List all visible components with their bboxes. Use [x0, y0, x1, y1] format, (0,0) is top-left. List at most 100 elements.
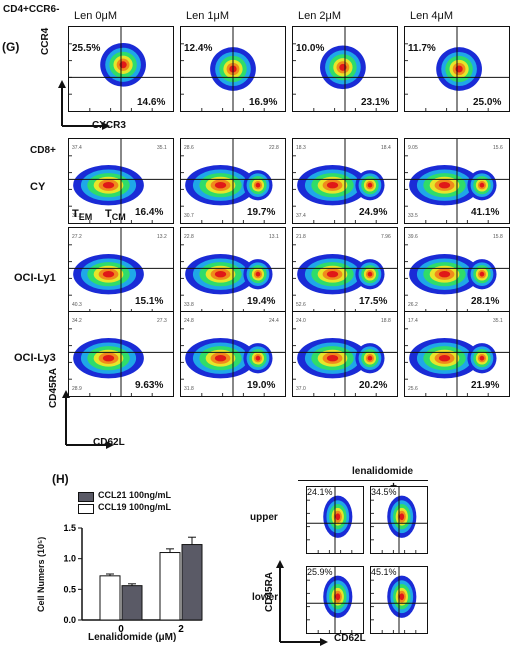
cell-numbers-bar-chart: 0.0 0.5 1.0 1.5 0 2 [63, 523, 203, 635]
corner-ur-0-2: 18.4 [381, 145, 391, 151]
corner-ur-1-3: 15.8 [493, 234, 503, 240]
cd8-flow-plot-1-0: 27.2 13.2 40.3 15.1% [68, 227, 174, 313]
ccr4-pct-3: 11.7% [408, 43, 436, 54]
bar-chart-xlabel: Lenalidomide (μM) [88, 632, 177, 643]
cd8-flow-plot-0-3: 9.05 15.6 33.5 41.1% [404, 138, 510, 224]
tem-label: TEM [72, 208, 93, 223]
lenalidomide-divider [298, 480, 428, 481]
cd8-flow-plot-2-3: 17.4 35.1 25.6 21.9% [404, 311, 510, 397]
h-flow-plot-1-0: 25.9% [306, 566, 364, 634]
cd8-pct-2-2: 20.2% [359, 380, 388, 391]
corner-ur-2-3: 35.1 [493, 318, 503, 324]
ccr4-cxcr3-axes [58, 80, 110, 130]
cd62l-axis-label: CD62L [93, 437, 125, 448]
cd8-pct-2-1: 19.0% [247, 380, 276, 391]
col-header-len2: Len 2μM [298, 10, 342, 22]
cxcr3-pct-2: 23.1% [361, 97, 390, 108]
cd4-flow-plot-1: 12.4% 16.9% [180, 26, 286, 112]
cd8-pct-0-3: 41.1% [471, 207, 500, 218]
cd8-pct-1-3: 28.1% [471, 296, 500, 307]
cxcr3-pct-0: 14.6% [137, 97, 166, 108]
ccr4-axis-label: CCR4 [40, 27, 51, 55]
h-flow-plot-0-0: 24.1% [306, 486, 364, 554]
corner-ll-1-3: 26.2 [408, 302, 418, 308]
bar-0-0 [99, 575, 121, 621]
corner-ul-1-2: 21.8 [296, 234, 306, 240]
h-cd45ra-cd62l-axes [276, 560, 328, 646]
corner-ll-2-2: 37.0 [296, 386, 306, 392]
corner-ul-1-3: 39.6 [408, 234, 418, 240]
h-flow-pct-0-1: 34.5% [371, 487, 397, 497]
bar-1-0 [121, 585, 143, 621]
cd8-flow-plot-0-2: 18.3 18.4 37.4 24.9% [292, 138, 398, 224]
corner-ul-0-1: 28.6 [184, 145, 194, 151]
cd45ra-axis-label: CD45RA [48, 367, 59, 408]
corner-ll-2-0: 28.9 [72, 386, 82, 392]
lenalidomide-title: lenalidomide [352, 466, 414, 477]
corner-ul-2-1: 24.8 [184, 318, 194, 324]
col-header-len1: Len 1μM [186, 10, 230, 22]
corner-ul-2-3: 17.4 [408, 318, 418, 324]
cd8-label: CD8+ [30, 145, 56, 156]
cd8-pct-0-0: 16.4% [135, 207, 164, 218]
corner-ur-0-0: 35.1 [157, 145, 167, 151]
cd8-pct-1-0: 15.1% [135, 296, 164, 307]
corner-ll-1-2: 52.6 [296, 302, 306, 308]
corner-ll-1-1: 33.8 [184, 302, 194, 308]
h-flow-pct-0-0: 24.1% [307, 487, 333, 497]
cd8-pct-2-0: 9.63% [135, 380, 164, 391]
panel-g-letter: (G) [2, 40, 20, 54]
cxcr3-axis-label: CXCR3 [92, 120, 126, 131]
corner-ul-2-0: 34.2 [72, 318, 82, 324]
cd8-pct-0-2: 24.9% [359, 207, 388, 218]
col-header-len4: Len 4μM [410, 10, 454, 22]
legend-ccl21: CCL21 100ng/mL [98, 490, 172, 500]
corner-ll-0-2: 37.4 [296, 213, 306, 219]
corner-ur-2-0: 27.3 [157, 318, 167, 324]
cd8-flow-plot-2-1: 24.8 24.4 31.8 19.0% [180, 311, 286, 397]
row-label-upper: upper [250, 512, 278, 523]
corner-ll-0-3: 33.5 [408, 213, 418, 219]
bar-0-1 [159, 552, 181, 621]
legend-swatch-ccl21 [78, 492, 94, 502]
cd8-flow-plot-1-3: 39.6 15.8 26.2 28.1% [404, 227, 510, 313]
bar-1-1 [181, 544, 203, 621]
y-tick-label-1: 0.5 [63, 584, 76, 594]
corner-ur-0-3: 15.6 [493, 145, 503, 151]
ccr4-pct-0: 25.5% [72, 43, 101, 54]
col-header-len0: Len 0μM [74, 10, 118, 22]
bar-chart-ylabel: Cell Numers (10⁵) [36, 536, 46, 612]
cd8-pct-0-1: 19.7% [247, 207, 276, 218]
corner-ur-2-1: 24.4 [269, 318, 279, 324]
h-cd62l-label: CD62L [334, 633, 366, 644]
cd8-flow-plot-1-1: 22.8 13.1 33.8 19.4% [180, 227, 286, 313]
row-label-oci-ly1: OCI-Ly1 [14, 272, 56, 284]
h-flow-plot-0-1: 34.5% [370, 486, 428, 554]
cxcr3-pct-1: 16.9% [249, 97, 278, 108]
cxcr3-pct-3: 25.0% [473, 97, 502, 108]
y-tick-label-2: 1.0 [63, 554, 76, 564]
row-label-oci-ly3: OCI-Ly3 [14, 352, 56, 364]
corner-ur-2-2: 18.8 [381, 318, 391, 324]
cd4-flow-plot-2: 10.0% 23.1% [292, 26, 398, 112]
corner-ur-0-1: 22.8 [269, 145, 279, 151]
cd8-flow-plot-2-2: 24.0 18.8 37.0 20.2% [292, 311, 398, 397]
cd8-flow-plot-1-2: 21.8 7.96 52.6 17.5% [292, 227, 398, 313]
x-tick-label-1: 2 [178, 624, 184, 635]
corner-ur-1-1: 13.1 [269, 234, 279, 240]
ccr4-pct-1: 12.4% [184, 43, 213, 54]
row-label-cy: CY [30, 181, 46, 193]
row-label-lower: lower [252, 592, 279, 603]
panel-h-letter: (H) [52, 472, 69, 486]
cd8-pct-1-2: 17.5% [359, 296, 388, 307]
legend-swatch-ccl19 [78, 504, 94, 514]
h-cd45ra-label: CD45RA [264, 571, 275, 612]
cd4-flow-plot-3: 11.7% 25.0% [404, 26, 510, 112]
corner-ul-1-0: 27.2 [72, 234, 82, 240]
tcm-label: TCM [105, 208, 126, 223]
cd8-pct-2-3: 21.9% [471, 380, 500, 391]
corner-ll-2-3: 25.6 [408, 386, 418, 392]
corner-ur-1-2: 7.96 [381, 234, 391, 240]
h-flow-pct-1-0: 25.9% [307, 567, 333, 577]
corner-ll-0-0: 31.2 [72, 213, 82, 219]
